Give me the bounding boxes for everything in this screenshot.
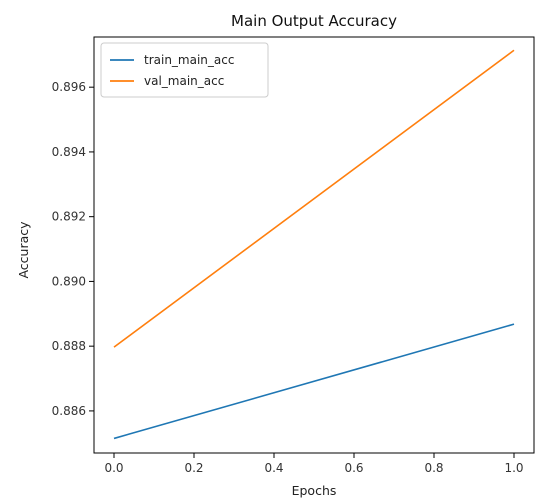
y-tick-label: 0.886 bbox=[52, 404, 86, 418]
x-axis: 0.0 0.2 0.4 0.6 0.8 1.0 bbox=[104, 453, 524, 475]
legend-label: train_main_acc bbox=[144, 53, 234, 67]
x-tick-label: 0.0 bbox=[104, 461, 123, 475]
y-tick-label: 0.892 bbox=[52, 210, 86, 224]
series-line-val-main-acc bbox=[113, 49, 515, 348]
y-tick-label: 0.890 bbox=[52, 274, 86, 288]
x-axis-label: Epochs bbox=[292, 483, 337, 498]
plot-frame bbox=[93, 36, 535, 454]
chart-title: Main Output Accuracy bbox=[231, 12, 397, 30]
series-line-train-main-acc bbox=[113, 323, 515, 440]
x-tick-label: 1.0 bbox=[504, 461, 523, 475]
x-tick-label: 0.2 bbox=[184, 461, 203, 475]
y-axis: 0.886 0.888 0.890 0.892 0.894 0.896 bbox=[52, 80, 94, 418]
y-tick-label: 0.896 bbox=[52, 80, 86, 94]
y-tick-label: 0.888 bbox=[52, 339, 86, 353]
legend-box bbox=[100, 42, 269, 98]
x-tick-label: 0.6 bbox=[344, 461, 363, 475]
plot-area bbox=[93, 36, 535, 454]
legend-label: val_main_acc bbox=[144, 74, 224, 88]
x-tick-label: 0.8 bbox=[424, 461, 443, 475]
y-axis-label: Accuracy bbox=[16, 221, 31, 279]
legend: train_main_acc val_main_acc bbox=[100, 42, 269, 98]
y-tick-label: 0.894 bbox=[52, 145, 86, 159]
x-tick-label: 0.4 bbox=[264, 461, 283, 475]
series-group bbox=[113, 49, 515, 440]
